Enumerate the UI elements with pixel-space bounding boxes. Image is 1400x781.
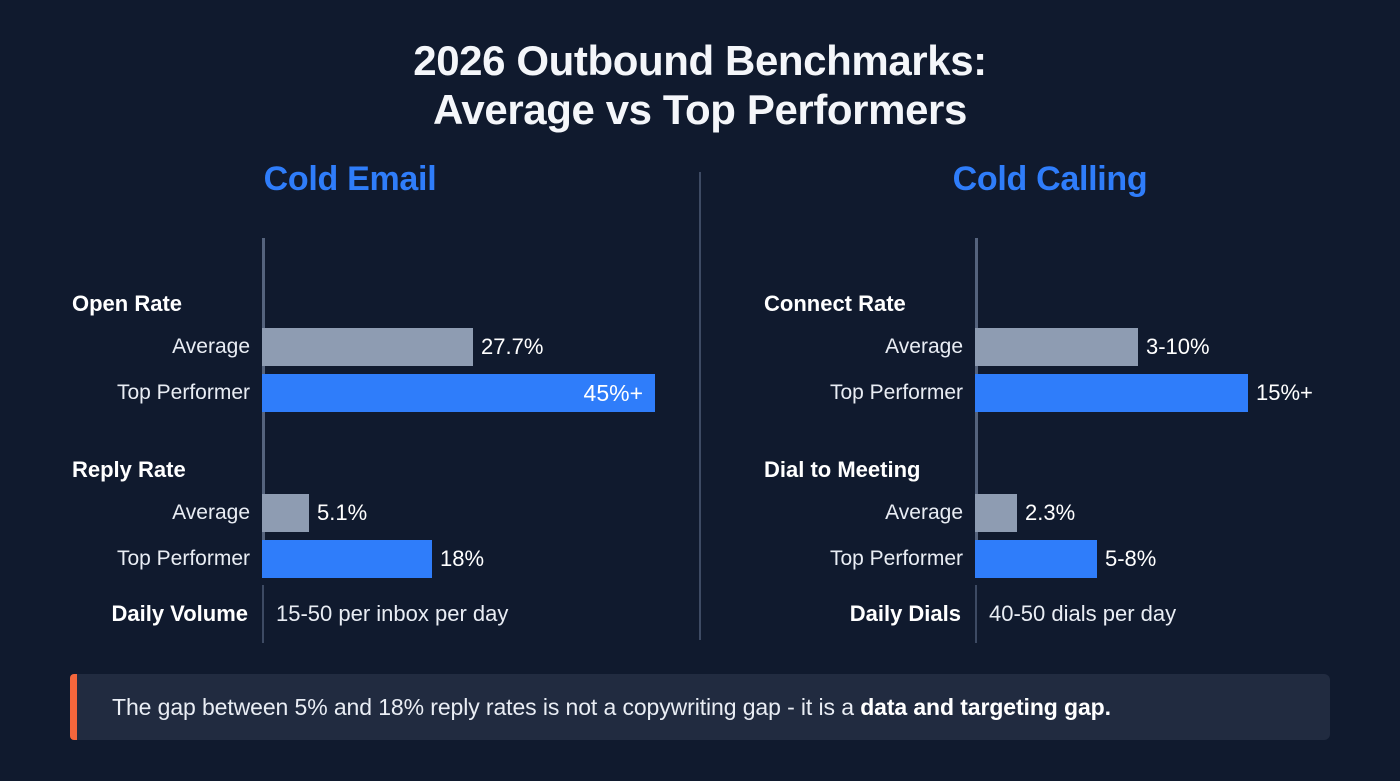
bar-row-reply-rate-average: Average 5.1%: [172, 494, 368, 532]
bar-connect-rate-average: [975, 328, 1138, 366]
bar-dial-to-meeting-top: [975, 540, 1097, 578]
bar-row-connect-rate-average: Average 3-10%: [885, 328, 1210, 366]
bar-reply-rate-top: [262, 540, 432, 578]
column-cold-email: Cold Email Open Rate Average 27.7% Top P…: [0, 160, 700, 643]
metric-group-label-connect-rate: Connect Rate: [764, 291, 906, 316]
column-heading-cold-email: Cold Email: [263, 160, 437, 198]
column-divider: [699, 172, 701, 640]
bar-row-label-connect-rate-average: Average: [885, 335, 963, 358]
daily-dials-row: Daily Dials 40-50 dials per day: [850, 592, 1177, 636]
bar-value-dial-to-meeting-average: 2.3%: [1025, 500, 1076, 525]
daily-dials-rule: [975, 585, 977, 643]
page-title-line-2: Average vs Top Performers: [433, 86, 967, 134]
bar-row-label-connect-rate-top: Top Performer: [829, 381, 963, 404]
bar-value-connect-rate-average: 3-10%: [1146, 334, 1210, 359]
daily-volume-rule: [262, 585, 264, 643]
bar-value-reply-rate-top: 18%: [440, 546, 485, 571]
bar-row-reply-rate-top: Top Performer 18%: [117, 540, 485, 578]
bar-dial-to-meeting-average: [975, 494, 1017, 532]
callout-text-emphasis: data and targeting gap.: [860, 693, 1111, 720]
bar-row-label-open-rate-top: Top Performer: [116, 381, 250, 404]
callout-accent-bar: [70, 674, 77, 740]
bar-row-label-dial-to-meeting-top: Top Performer: [829, 547, 963, 570]
bar-value-open-rate-top: 45%+: [583, 379, 643, 406]
bar-row-label-reply-rate-average: Average: [172, 501, 250, 524]
daily-volume-row: Daily Volume 15-50 per inbox per day: [111, 592, 509, 636]
daily-volume-value: 15-50 per inbox per day: [276, 601, 509, 626]
bar-value-reply-rate-average: 5.1%: [317, 500, 368, 525]
insight-callout: The gap between 5% and 18% reply rates i…: [70, 674, 1330, 740]
column-cold-calling: Cold Calling Connect Rate Average 3-10% …: [700, 160, 1400, 643]
bar-row-connect-rate-top: Top Performer 15%+: [830, 374, 1313, 412]
daily-dials-value: 40-50 dials per day: [989, 601, 1177, 626]
bar-value-dial-to-meeting-top: 5-8%: [1105, 546, 1157, 571]
column-heading-cold-calling: Cold Calling: [952, 160, 1148, 198]
callout-text: The gap between 5% and 18% reply rates i…: [112, 694, 1111, 721]
bar-connect-rate-top: [975, 374, 1248, 412]
page-title-line-1: 2026 Outbound Benchmarks:: [413, 37, 987, 84]
page-title: 2026 Outbound Benchmarks: Average vs Top…: [0, 0, 1400, 134]
metric-group-label-reply-rate: Reply Rate: [72, 457, 186, 482]
bar-row-label-dial-to-meeting-average: Average: [885, 501, 963, 524]
bar-row-open-rate-top: Top Performer 45%+: [117, 374, 655, 412]
daily-dials-label: Daily Dials: [849, 601, 961, 626]
bar-open-rate-average: [262, 328, 473, 366]
bar-row-dial-to-meeting-average: Average 2.3%: [885, 494, 1076, 532]
bar-reply-rate-average: [262, 494, 309, 532]
daily-volume-label: Daily Volume: [111, 601, 248, 626]
bar-value-open-rate-average: 27.7%: [481, 334, 544, 359]
bar-open-rate-top: 45%+: [262, 374, 655, 412]
bar-row-label-open-rate-average: Average: [172, 335, 250, 358]
metric-group-label-open-rate: Open Rate: [72, 291, 183, 316]
bar-row-dial-to-meeting-top: Top Performer 5-8%: [830, 540, 1157, 578]
bar-row-open-rate-average: Average 27.7%: [172, 328, 544, 366]
bar-value-connect-rate-top: 15%+: [1256, 380, 1313, 405]
bar-row-label-reply-rate-top: Top Performer: [116, 547, 250, 570]
benchmark-columns: Cold Email Open Rate Average 27.7% Top P…: [0, 160, 1400, 643]
metric-group-label-dial-to-meeting: Dial to Meeting: [764, 457, 921, 482]
callout-text-normal: The gap between 5% and 18% reply rates i…: [112, 693, 861, 720]
